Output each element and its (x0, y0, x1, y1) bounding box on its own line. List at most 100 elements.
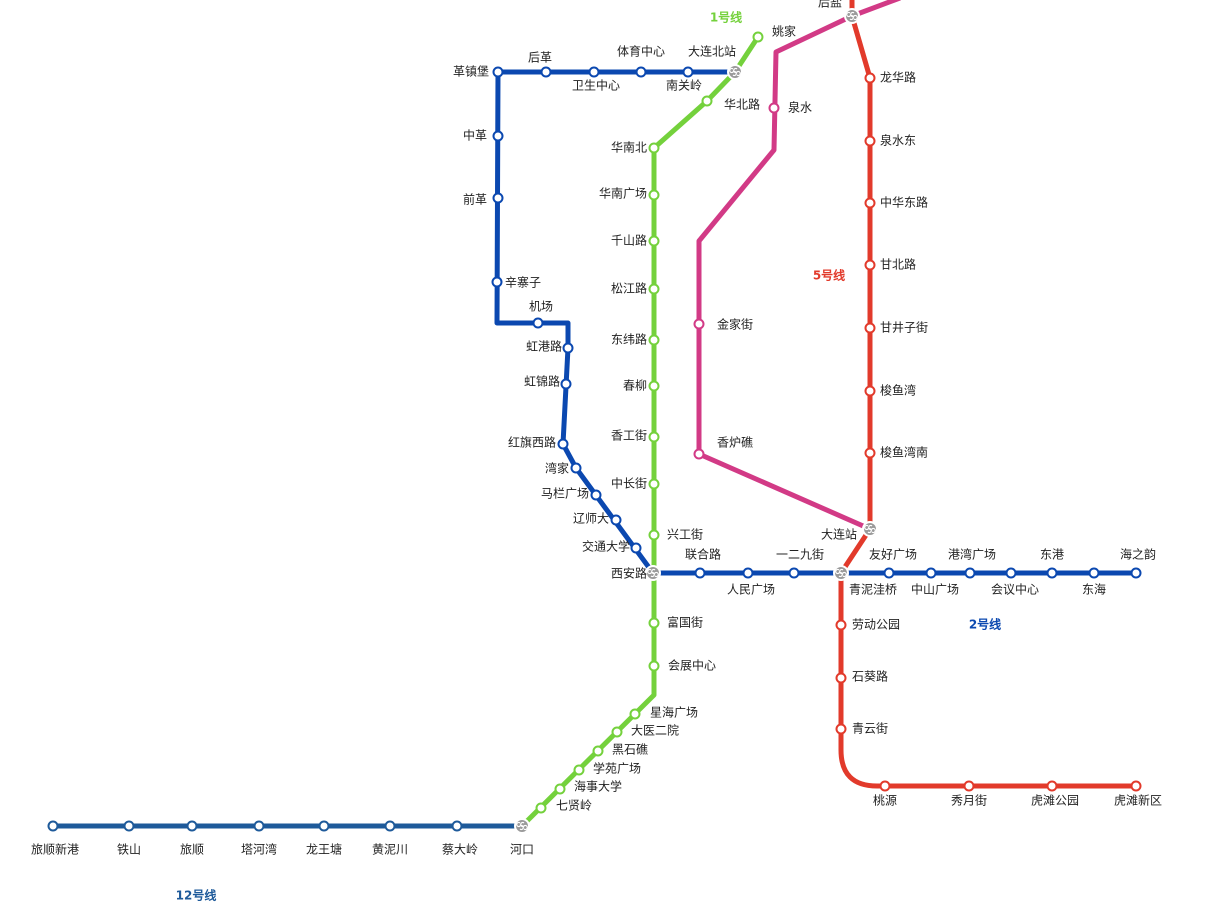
station (560, 378, 572, 390)
station (835, 672, 847, 684)
station-label[interactable]: 革镇堡 (453, 64, 489, 79)
station-label[interactable]: 马栏广场 (541, 486, 589, 501)
station-label[interactable]: 虎滩新区 (1114, 793, 1162, 808)
station-label[interactable]: 联合路 (685, 547, 721, 562)
station-label[interactable]: 虎滩公园 (1031, 794, 1079, 808)
station-label[interactable]: 会议中心 (991, 582, 1039, 597)
station-label[interactable]: 华北路 (724, 97, 760, 112)
station-label[interactable]: 松江路 (611, 281, 647, 296)
station-label[interactable]: 中长街 (611, 476, 647, 491)
station-label[interactable]: 体育中心 (617, 44, 665, 59)
station-label[interactable]: 大连北站 (688, 44, 736, 59)
station-label[interactable]: 旅顺 (180, 843, 204, 857)
station-label[interactable]: 中山广场 (911, 582, 959, 597)
station-label[interactable]: 劳动公园 (852, 618, 900, 632)
station (648, 529, 660, 541)
line-name[interactable]: 2号线 (969, 617, 1001, 632)
station-label[interactable]: 南关岭 (666, 78, 702, 93)
station (532, 317, 544, 329)
station-label[interactable]: 姚家 (772, 24, 796, 39)
station-label[interactable]: 千山路 (611, 233, 647, 248)
station-label[interactable]: 泉水东 (880, 134, 916, 148)
station-label[interactable]: 交通大学 (582, 539, 630, 554)
station-label[interactable]: 学苑广场 (593, 761, 641, 776)
station-label[interactable]: 红旗西路 (508, 435, 556, 450)
line-name[interactable]: 1号线 (710, 10, 742, 25)
station (592, 745, 604, 757)
station-label[interactable]: 黑石礁 (612, 742, 648, 757)
station-label[interactable]: 河口 (510, 843, 534, 857)
station-label[interactable]: 湾家 (545, 461, 569, 476)
station (864, 322, 876, 334)
station (648, 235, 660, 247)
station-label[interactable]: 海事大学 (574, 779, 622, 794)
station-label[interactable]: 虹锦路 (524, 374, 560, 389)
station-label[interactable]: 龙华路 (880, 70, 916, 85)
station-label[interactable]: 会展中心 (668, 658, 716, 673)
station-label[interactable]: 前革 (463, 192, 487, 207)
station-label[interactable]: 东海 (1082, 582, 1106, 597)
station-label[interactable]: 青泥洼桥 (849, 583, 897, 597)
station-label[interactable]: 蔡大岭 (442, 843, 478, 857)
station-label[interactable]: 辛寨子 (505, 275, 541, 290)
station-label[interactable]: 黄泥川 (372, 843, 408, 857)
station-label[interactable]: 富国街 (667, 615, 703, 630)
station-label[interactable]: 泉水 (788, 101, 812, 115)
line-name[interactable]: 5号线 (813, 268, 845, 283)
station-label[interactable]: 大连站 (821, 527, 857, 542)
station-label[interactable]: 七贤岭 (556, 799, 592, 813)
station (883, 567, 895, 579)
line-name[interactable]: 12号线 (176, 888, 217, 903)
station (648, 334, 660, 346)
station (768, 102, 780, 114)
station (629, 708, 641, 720)
station (864, 72, 876, 84)
station-label[interactable]: 大医二院 (631, 724, 679, 738)
station (1046, 780, 1058, 792)
station-label[interactable]: 铁山 (117, 843, 141, 857)
station-label[interactable]: 兴工街 (667, 528, 703, 542)
station-label[interactable]: 甘北路 (880, 257, 916, 272)
station-label[interactable]: 辽师大 (573, 512, 609, 526)
station-label[interactable]: 卫生中心 (572, 78, 620, 93)
station (835, 619, 847, 631)
station-label[interactable]: 中华东路 (880, 195, 928, 210)
station (648, 617, 660, 629)
station-label[interactable]: 香工街 (611, 429, 647, 443)
station (492, 66, 504, 78)
station (788, 567, 800, 579)
station-label[interactable]: 西安路 (611, 566, 647, 581)
station-label[interactable]: 石葵路 (852, 669, 888, 684)
station-label[interactable]: 秀月街 (951, 794, 987, 808)
station-label[interactable]: 东港 (1040, 548, 1064, 562)
station-label[interactable]: 后革 (528, 51, 552, 65)
station-label[interactable]: 梭鱼湾南 (880, 445, 928, 460)
station-label[interactable]: 甘井子街 (880, 321, 928, 335)
station (1130, 567, 1142, 579)
station-label[interactable]: 金家街 (717, 317, 753, 332)
station (864, 135, 876, 147)
station-label[interactable]: 虹港路 (526, 339, 562, 354)
station-label[interactable]: 海之韵 (1120, 547, 1156, 562)
station-label[interactable]: 华南北 (611, 140, 647, 155)
station-label[interactable]: 一二九街 (776, 548, 824, 562)
station-label[interactable]: 港湾广场 (948, 547, 996, 562)
station-label[interactable]: 后盐 (818, 0, 842, 10)
station (925, 567, 937, 579)
station-label[interactable]: 东纬路 (611, 332, 647, 347)
station-label[interactable]: 龙王塘 (306, 842, 342, 857)
station-label[interactable]: 星海广场 (650, 705, 698, 720)
station-label[interactable]: 友好广场 (869, 548, 917, 562)
station-label[interactable]: 旅顺新港 (31, 842, 79, 857)
station-label[interactable]: 机场 (529, 300, 553, 314)
station-label[interactable]: 梭鱼湾 (880, 383, 916, 398)
station-label[interactable]: 香炉礁 (717, 435, 753, 450)
station-label[interactable]: 人民广场 (727, 583, 775, 597)
station-label[interactable]: 塔河湾 (241, 842, 277, 857)
station-label[interactable]: 中革 (463, 128, 487, 143)
station-label[interactable]: 春柳 (623, 379, 647, 393)
station (540, 66, 552, 78)
station-label[interactable]: 桃源 (873, 793, 897, 808)
station-label[interactable]: 青云街 (852, 722, 888, 736)
station-label[interactable]: 华南广场 (599, 186, 647, 201)
